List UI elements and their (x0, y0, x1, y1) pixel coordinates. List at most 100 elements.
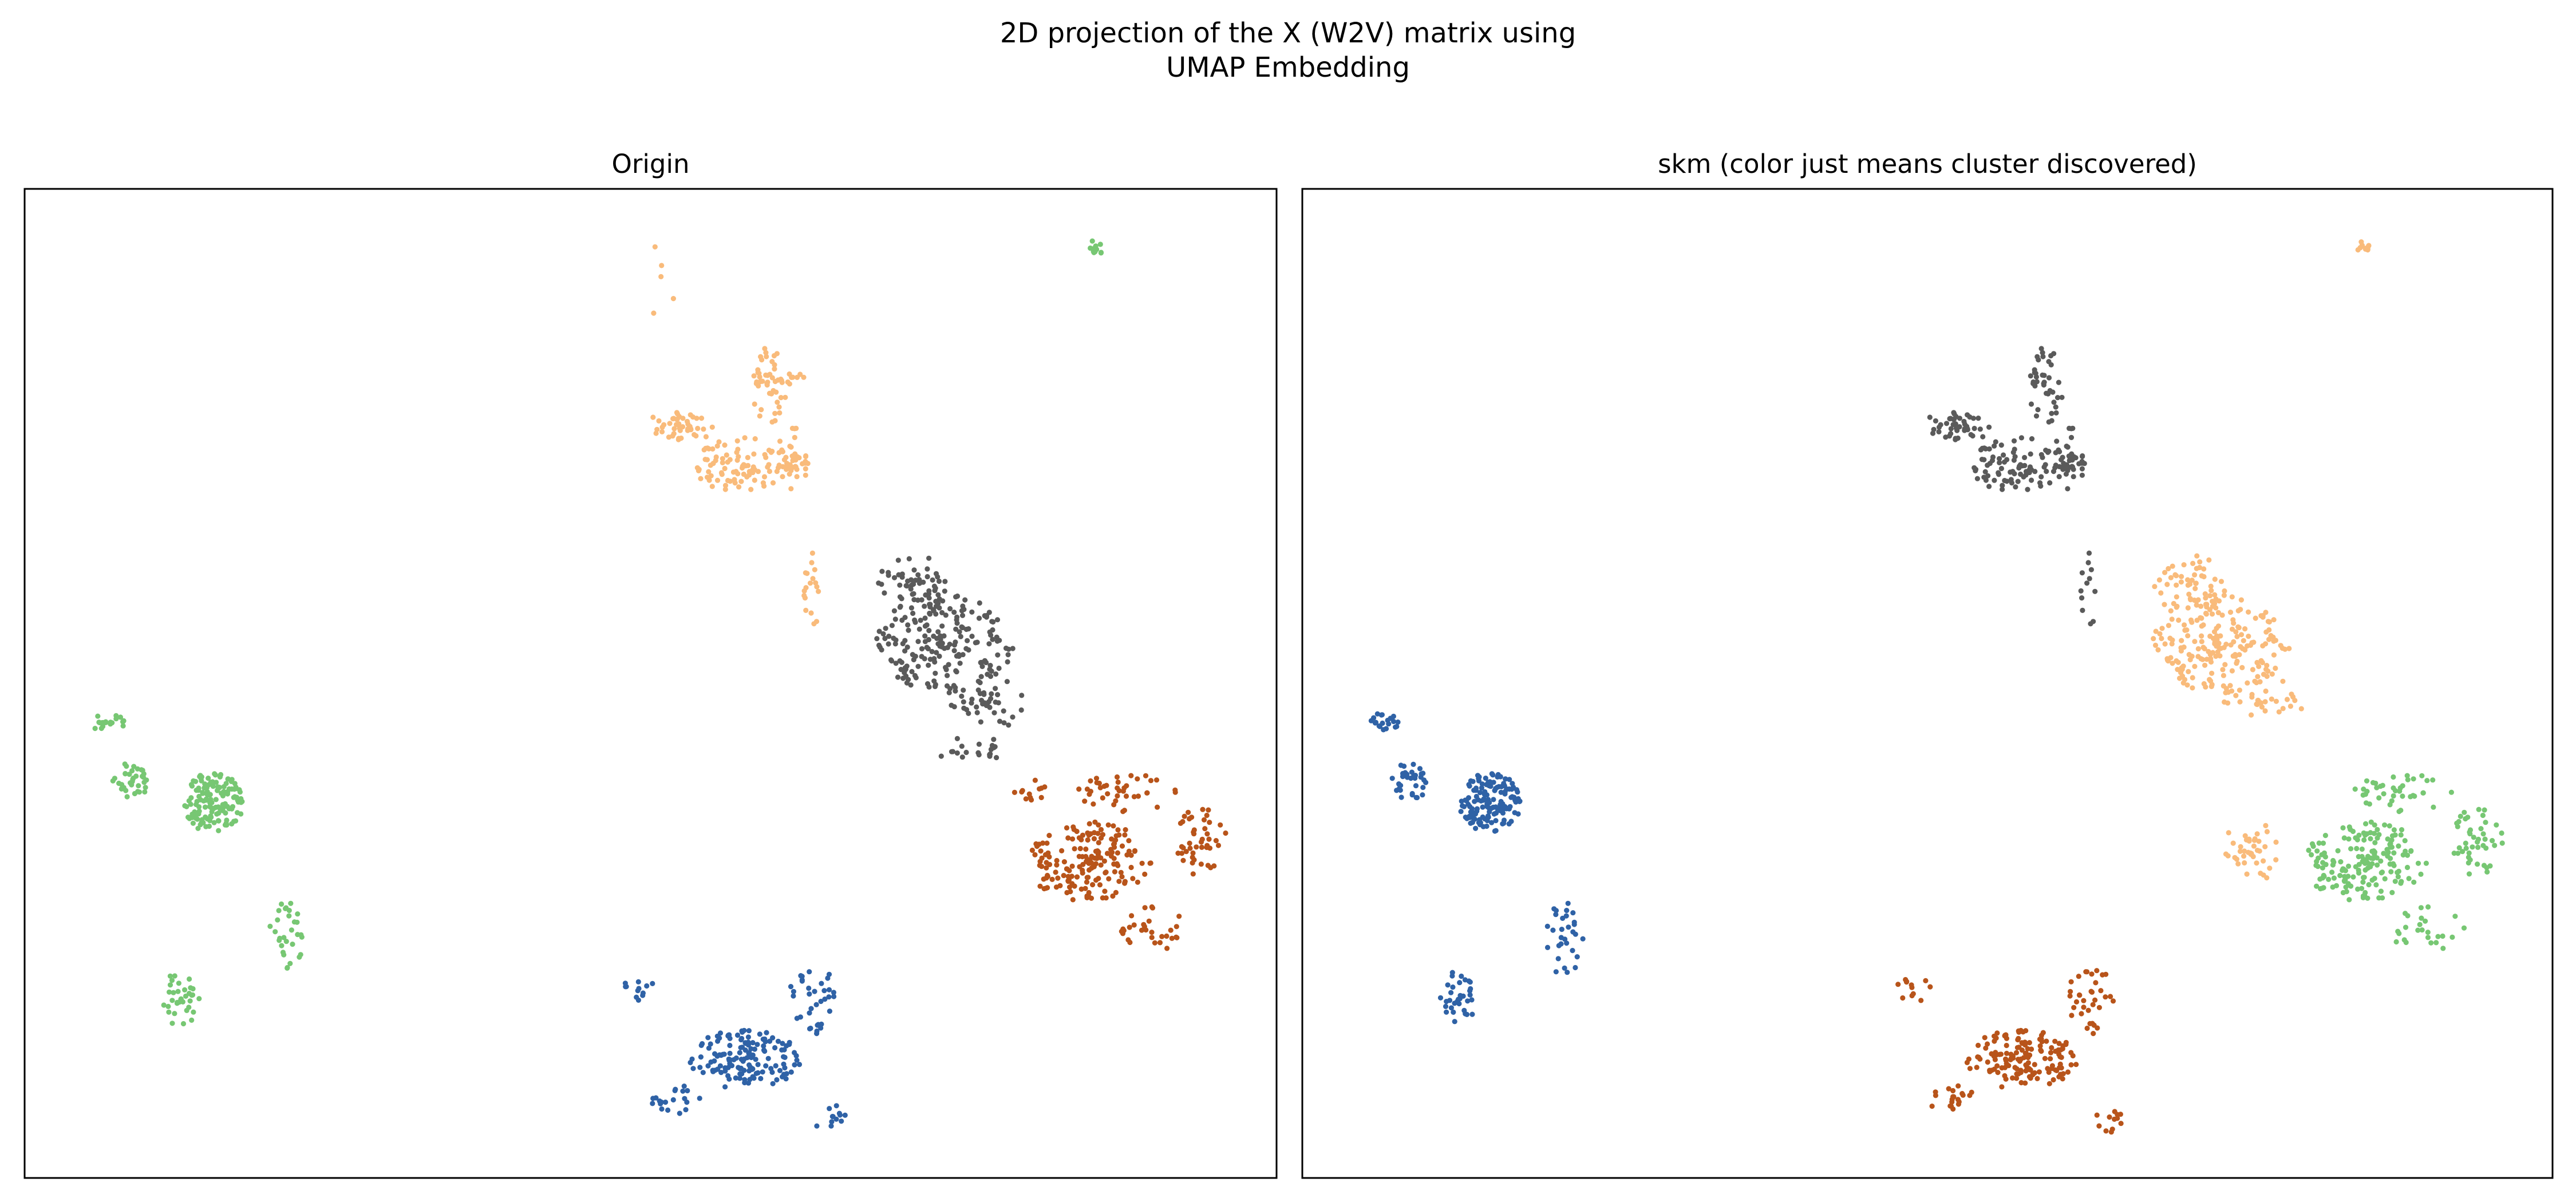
scatter-point (2118, 1121, 2124, 1126)
scatter-point (919, 597, 924, 603)
scatter-point (212, 771, 218, 777)
scatter-point (722, 487, 728, 492)
scatter-point (1473, 785, 1479, 791)
scatter-point (1480, 804, 1485, 810)
scatter-point (797, 1014, 803, 1020)
scatter-point (724, 452, 729, 458)
scatter-point (1098, 835, 1104, 841)
scatter-point (1064, 825, 1070, 831)
scatter-point (1467, 992, 1473, 998)
scatter-point (2186, 591, 2192, 597)
scatter-point (912, 673, 918, 678)
scatter-point (959, 744, 965, 749)
scatter-point (2001, 452, 2006, 458)
scatter-point (2188, 617, 2194, 623)
scatter-point (1143, 773, 1149, 778)
scatter-point (2249, 691, 2255, 697)
scatter-point (982, 613, 987, 619)
scatter-point (2115, 1116, 2120, 1121)
scatter-point (963, 626, 969, 632)
scatter-point (187, 998, 193, 1004)
scatter-point (2476, 806, 2482, 812)
scatter-point (1049, 876, 1055, 882)
scatter-point (1507, 777, 1512, 782)
scatter-point (1950, 1088, 1956, 1094)
scatter-point (2417, 922, 2423, 927)
scatter-point (812, 567, 817, 572)
scatter-point (670, 296, 676, 302)
scatter-point (133, 773, 139, 779)
scatter-point (291, 919, 297, 925)
scatter-point (987, 666, 993, 672)
scatter-point (2176, 617, 2182, 623)
scatter-point (1477, 790, 1483, 796)
scatter-point (959, 612, 966, 618)
scatter-point (2404, 773, 2410, 778)
scatter-point (963, 646, 969, 651)
scatter-point (2199, 623, 2204, 629)
scatter-point (780, 474, 785, 480)
scatter-point (969, 634, 975, 639)
scatter-point (202, 804, 208, 810)
scatter-point (191, 1009, 196, 1015)
scatter-point (720, 460, 725, 466)
scatter-point (989, 691, 994, 697)
scatter-point (2068, 979, 2074, 984)
scatter-point (995, 652, 1001, 658)
scatter-point (2162, 570, 2168, 575)
scatter-point (1975, 1054, 1981, 1060)
scatter-point (2042, 1055, 2048, 1061)
scatter-point (1142, 871, 1148, 877)
scatter-point (1112, 869, 1117, 875)
scatter-point (2030, 381, 2036, 386)
scatter-point (1950, 1094, 1956, 1100)
scatter-point (2345, 881, 2351, 887)
scatter-point (659, 429, 665, 435)
scatter-point (2063, 471, 2069, 477)
scatter-point (1069, 881, 1075, 887)
scatter-point (2315, 864, 2321, 869)
scatter-point (1574, 954, 1580, 960)
scatter-point (727, 1050, 733, 1056)
scatter-point (2071, 466, 2076, 472)
scatter-point (996, 665, 1002, 671)
scatter-point (1506, 786, 1512, 792)
scatter-point (1131, 922, 1137, 928)
scatter-point (1113, 798, 1119, 804)
scatter-point (1111, 861, 1117, 867)
scatter-point (2054, 438, 2060, 444)
scatter-point (688, 1059, 693, 1065)
scatter-point (2425, 935, 2431, 940)
scatter-point (778, 395, 784, 401)
scatter-point (653, 430, 659, 436)
scatter-point (922, 623, 928, 629)
scatter-point (700, 1041, 705, 1047)
scatter-point (786, 464, 792, 469)
scatter-point (2371, 831, 2377, 836)
scatter-point (2262, 844, 2268, 849)
scatter-point (783, 1076, 789, 1082)
scatter-point (674, 410, 679, 416)
scatter-point (1414, 794, 1420, 801)
scatter-point (769, 419, 775, 425)
scatter-point (981, 690, 987, 696)
scatter-point (1974, 476, 1980, 481)
scatter-point (710, 1069, 716, 1074)
scatter-point (2178, 648, 2184, 654)
scatter-point (2056, 474, 2062, 480)
scatter-point (1960, 1092, 1966, 1098)
scatter-point (898, 667, 904, 673)
scatter-point (1202, 826, 1208, 832)
scatter-point (774, 1077, 780, 1083)
scatter-point (2481, 863, 2487, 868)
scatter-point (1159, 934, 1165, 939)
scatter-point (1447, 998, 1453, 1003)
scatter-point (2263, 823, 2269, 828)
scatter-point (1135, 776, 1140, 782)
scatter-point (704, 457, 710, 462)
scatter-point (1933, 1093, 1938, 1098)
scatter-point (748, 487, 754, 492)
scatter-point (759, 357, 765, 363)
scatter-point (2209, 611, 2215, 617)
scatter-point (2366, 882, 2372, 888)
